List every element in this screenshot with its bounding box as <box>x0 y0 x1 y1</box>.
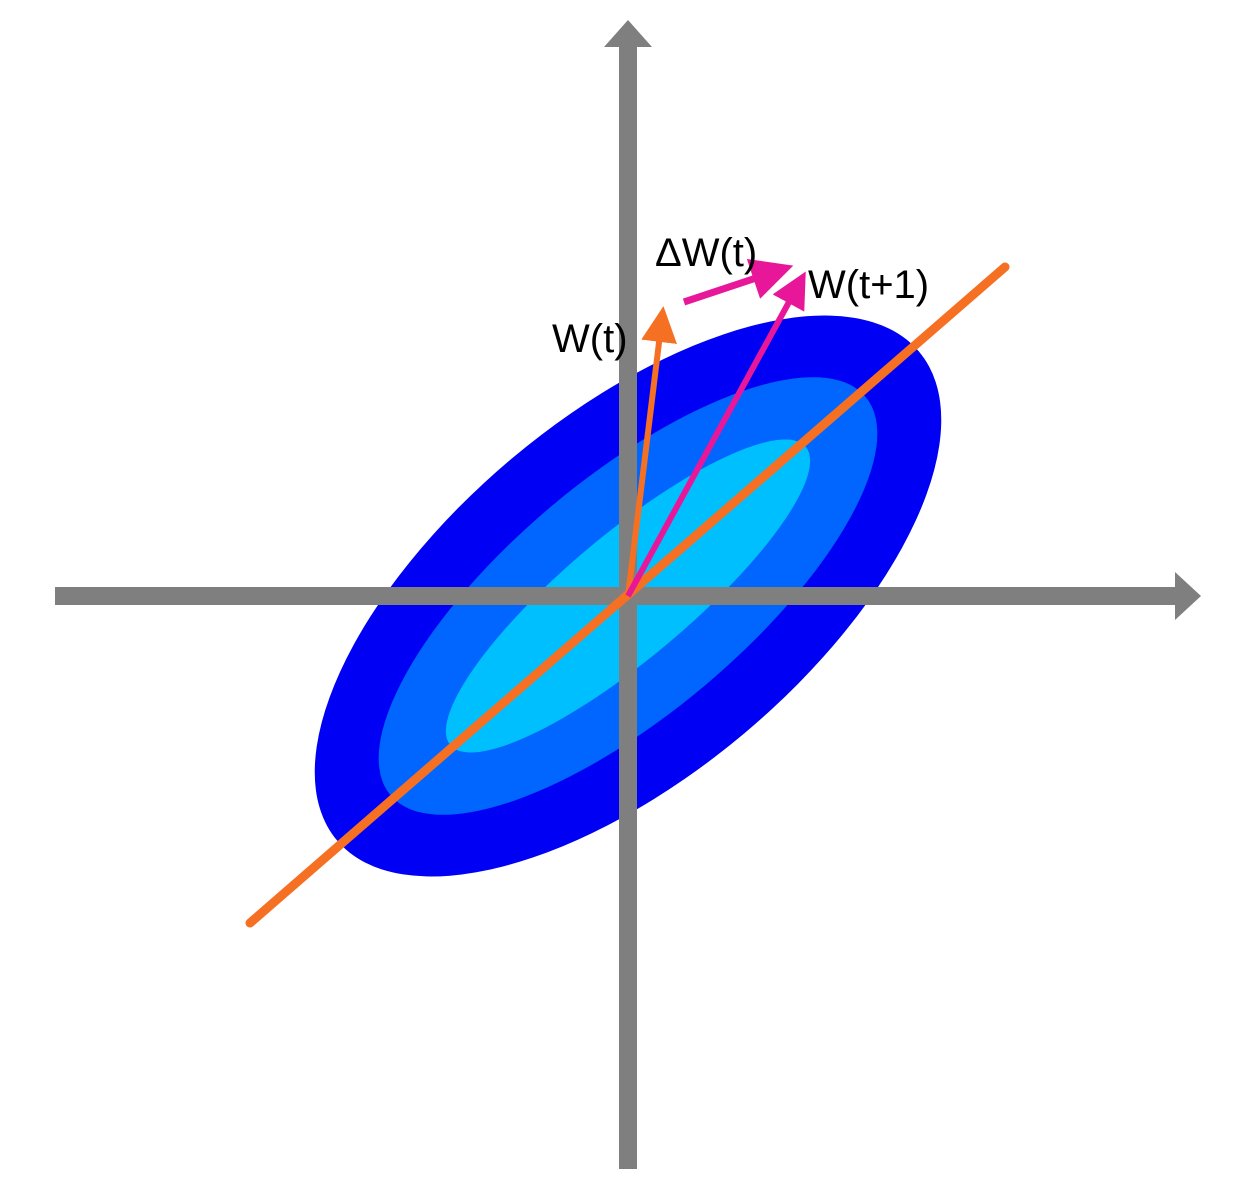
vectors <box>625 258 806 598</box>
x-axis <box>55 587 1175 605</box>
weight-vector-t <box>625 306 677 597</box>
axes <box>55 20 1201 1169</box>
delta-weight-vector <box>682 258 794 306</box>
y-axis <box>619 45 637 1169</box>
weight-vector-t-plus-1 <box>625 271 806 598</box>
x-axis-arrowhead-icon <box>1175 572 1201 620</box>
label-w-t: W(t) <box>552 317 628 361</box>
y-axis-arrowhead-icon <box>604 20 652 47</box>
label-w-t-plus-1: W(t+1) <box>808 263 929 307</box>
label-delta-w-t: ΔW(t) <box>655 231 757 275</box>
